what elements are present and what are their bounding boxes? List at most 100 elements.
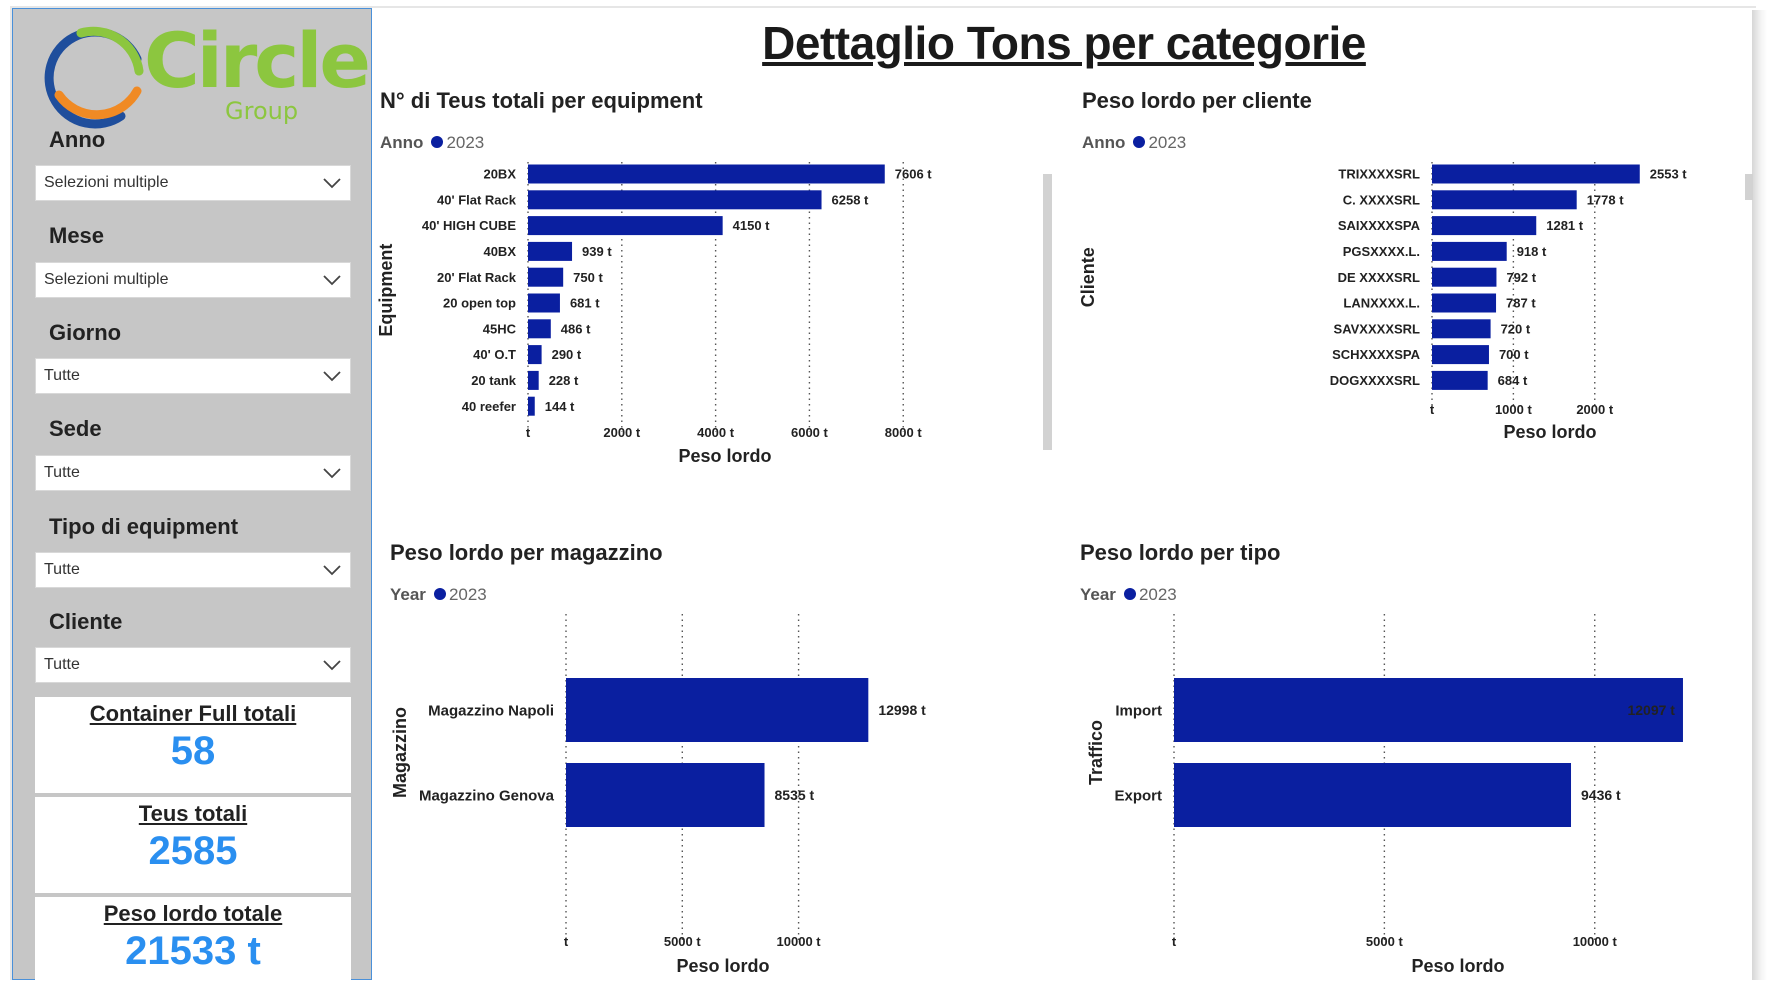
filter-label-giorno: Giorno [49, 320, 122, 345]
y-category-label: SAIXXXXSPA [1338, 218, 1421, 233]
bar [1432, 370, 1488, 390]
data-label: 2553 t [1650, 167, 1688, 182]
bar-chart-magazzino: t 5000 t 10000 t Magazzino Napoli 12998 t Mag… [390, 614, 926, 976]
bar [528, 164, 885, 184]
filter-label-sede: Sede [49, 416, 102, 441]
x-axis-title: Peso lordo [1503, 422, 1596, 442]
data-label: 750 t [573, 270, 603, 285]
bar [1432, 267, 1497, 287]
data-label: 681 t [570, 296, 600, 311]
y-category-label: LANXXXX.L. [1343, 296, 1420, 311]
legend-swatch [431, 136, 444, 148]
data-label: 6258 t [832, 192, 870, 207]
filter-cliente-value: Tutte [44, 656, 80, 673]
y-category-label: SAVXXXXSRL [1334, 321, 1421, 336]
bar [566, 678, 869, 742]
bar-chart-equipment: t 2000 t 4000 t 6000 t 8000 t 20BX 7606 t 40' F… [376, 162, 932, 466]
bar [1432, 164, 1640, 184]
filter-sede-dropdown[interactable]: Tutte [35, 455, 351, 491]
x-axis-title: Peso lordo [676, 956, 769, 976]
kpi-card-teus-totali: Teus totali 2585 [35, 797, 351, 893]
filter-mese-value: Selezioni multiple [44, 271, 169, 288]
bar [1174, 678, 1683, 742]
filter-mese-dropdown[interactable]: Selezioni multiple [35, 262, 351, 298]
y-category-label: 45HC [483, 321, 517, 336]
filter-tipo-equipment-dropdown[interactable]: Tutte [35, 552, 351, 588]
y-category-label: 20' Flat Rack [437, 270, 517, 285]
y-category-label: Import [1115, 702, 1162, 719]
bar-chart-tipo: t 5000 t 10000 t Import 12097 t Export 9436 t P… [1086, 614, 1683, 976]
y-category-label: 40 reefer [462, 399, 516, 414]
data-label: 12097 t [1627, 702, 1675, 718]
data-label: 792 t [1506, 270, 1536, 285]
bar [528, 345, 542, 365]
chart-title-equipment: N° di Teus totali per equipment [380, 88, 703, 113]
filter-giorno-dropdown[interactable]: Tutte [35, 358, 351, 394]
y-axis-title: Cliente [1078, 247, 1098, 307]
kpi-value: 58 [170, 729, 216, 773]
x-tick-label: 2000 t [1576, 402, 1614, 417]
x-tick-label: t [564, 934, 569, 949]
chevron-down-icon [323, 371, 341, 382]
circle-logo-icon [44, 26, 144, 129]
filter-cliente-dropdown[interactable]: Tutte [35, 647, 351, 683]
filter-label-tipo-equipment: Tipo di equipment [49, 514, 239, 539]
y-category-label: 40' HIGH CUBE [422, 218, 516, 233]
y-category-label: 40' O.T [473, 347, 516, 362]
logo-wordmark: Circle [144, 16, 371, 105]
x-tick-label: 4000 t [697, 425, 735, 440]
chevron-down-icon [323, 468, 341, 479]
bar [1432, 319, 1491, 339]
chart-title-magazzino: Peso lordo per magazzino [390, 540, 663, 565]
filter-tipo-equipment-value: Tutte [44, 561, 80, 578]
legend-swatch [433, 588, 446, 600]
filter-label-cliente: Cliente [49, 609, 123, 634]
x-tick-label: 2000 t [603, 425, 641, 440]
data-label: 12998 t [878, 702, 926, 718]
data-label: 700 t [1499, 347, 1529, 362]
kpi-card-peso-lordo-totale: Peso lordo totale 21533 t [35, 897, 351, 989]
legend-magazzino: Year 2023 [390, 585, 487, 605]
bar [528, 267, 564, 287]
chevron-down-icon [323, 178, 341, 189]
chart-scrollbar[interactable] [1745, 174, 1753, 200]
data-label: 8535 t [775, 787, 815, 803]
legend-cliente: Anno 2023 [1082, 133, 1186, 153]
y-category-label: Magazzino Genova [419, 787, 555, 804]
legend-entry: 2023 [448, 585, 487, 604]
data-label: 144 t [545, 399, 575, 414]
logo-subtitle: Group [225, 97, 299, 125]
y-category-label: Magazzino Napoli [428, 702, 554, 719]
legend-equipment: Anno 2023 [380, 133, 484, 153]
x-axis-title: Peso lordo [678, 446, 771, 466]
y-category-label: Export [1114, 787, 1162, 804]
y-category-label: C. XXXXSRL [1343, 192, 1420, 207]
data-label: 228 t [549, 373, 579, 388]
data-label: 1281 t [1546, 218, 1584, 233]
y-category-label: 40' Flat Rack [437, 192, 517, 207]
legend-label: Year [1080, 585, 1116, 604]
filter-sede-value: Tutte [44, 464, 80, 481]
bar [1432, 216, 1537, 236]
legend-label: Year [390, 585, 426, 604]
filter-giorno-value: Tutte [44, 367, 80, 384]
bar [528, 293, 560, 313]
x-tick-label: 10000 t [777, 934, 822, 949]
kpi-title: Teus totali [138, 801, 248, 826]
company-logo: Circle Group [41, 21, 371, 131]
bar [528, 190, 822, 210]
y-axis-title: Traffico [1086, 720, 1106, 785]
y-category-label: TRIXXXXSRL [1338, 167, 1420, 182]
data-label: 290 t [552, 347, 582, 362]
legend-label: Anno [380, 133, 424, 152]
chevron-down-icon [323, 275, 341, 286]
y-category-label: PGSXXXX.L. [1343, 244, 1420, 259]
bar [528, 396, 535, 416]
y-category-label: DE XXXXSRL [1338, 270, 1420, 285]
bar-chart-cliente: t 1000 t 2000 t TRIXXXXSRL 2553 t C. XXXXSRL 1… [1078, 162, 1688, 442]
x-axis-title: Peso lordo [1411, 956, 1504, 976]
x-tick-label: 5000 t [664, 934, 702, 949]
x-tick-label: 5000 t [1366, 934, 1404, 949]
filter-anno-dropdown[interactable]: Selezioni multiple [35, 165, 351, 201]
chart-scrollbar[interactable] [1043, 174, 1052, 450]
